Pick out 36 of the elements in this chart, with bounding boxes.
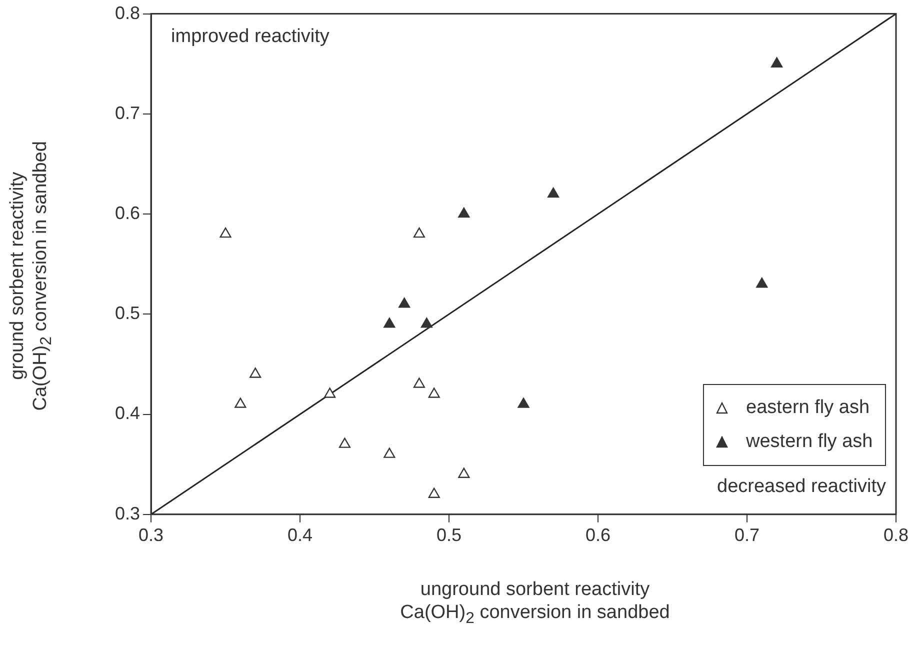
legend-label: eastern fly ash — [746, 396, 870, 420]
point — [756, 278, 768, 288]
annotation: improved reactivity — [171, 26, 330, 48]
legend-label: western fly ash — [746, 430, 873, 454]
y-tick-label: 0.8 — [114, 2, 140, 23]
point — [250, 368, 262, 378]
annotation: decreased reactivity — [717, 476, 886, 498]
x-tick-label: 0.8 — [883, 525, 909, 546]
x-tick-label: 0.6 — [585, 525, 611, 546]
y-tick-label: 0.6 — [114, 203, 140, 224]
point — [338, 438, 351, 448]
point — [413, 378, 426, 388]
point — [518, 398, 530, 408]
point — [428, 388, 440, 398]
x-tick-label: 0.5 — [436, 525, 462, 546]
point — [413, 227, 426, 238]
point — [771, 57, 783, 68]
x-tick-label: 0.4 — [288, 525, 313, 546]
y-tick-label: 0.4 — [114, 403, 140, 424]
point — [548, 187, 560, 198]
point — [384, 448, 396, 458]
point — [384, 318, 396, 328]
point — [428, 488, 440, 498]
y-tick-label: 0.5 — [114, 303, 140, 324]
point — [420, 318, 432, 328]
y-tick-label: 0.3 — [114, 503, 140, 524]
point — [458, 207, 470, 218]
x-tick-label: 0.3 — [138, 525, 164, 546]
point — [324, 388, 336, 398]
point — [234, 398, 246, 408]
x-tick-label: 0.7 — [734, 525, 760, 546]
y-tick-label: 0.7 — [114, 102, 140, 123]
point — [398, 298, 410, 308]
point — [220, 227, 232, 238]
point — [458, 468, 470, 478]
x-axis-title: unground sorbent reactivity Ca(OH)$_{2}$ conversion in sandbed — [399, 578, 671, 629]
